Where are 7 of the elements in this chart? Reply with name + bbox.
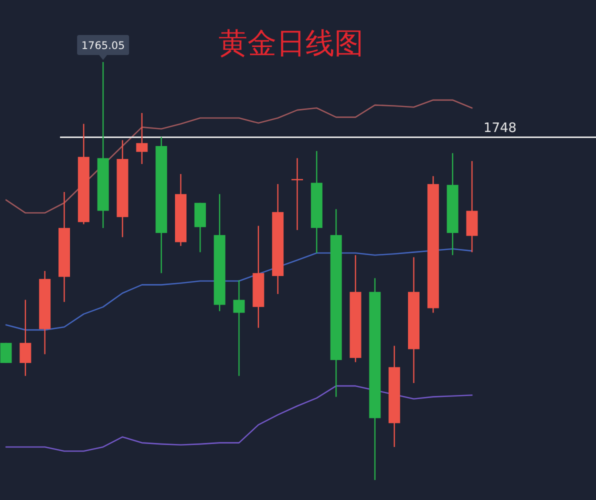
annotation: 1765.05 — [81, 40, 125, 52]
candlestick — [0, 342, 12, 364]
candlestick — [136, 112, 148, 165]
candlestick — [20, 299, 32, 377]
annotation: 1748 — [483, 121, 517, 136]
candlestick — [233, 280, 245, 377]
chart-title: 黄金日线图 — [218, 26, 364, 60]
